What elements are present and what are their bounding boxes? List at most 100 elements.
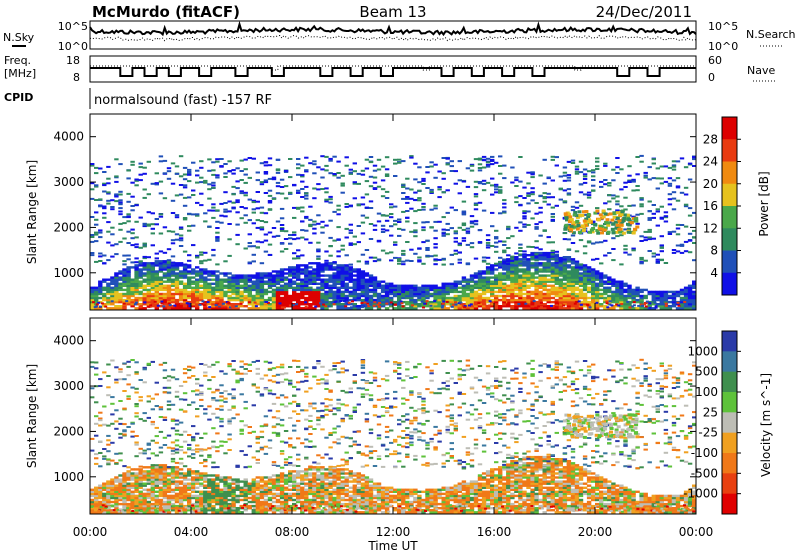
power-cell <box>554 282 559 285</box>
power-cell <box>538 195 543 198</box>
power-cell <box>332 173 337 175</box>
power-cell <box>562 270 568 273</box>
power-cell <box>332 298 337 302</box>
power-cell <box>114 278 119 281</box>
power-cell <box>546 305 551 308</box>
power-cell <box>433 246 438 249</box>
power-cell <box>530 246 535 248</box>
power-cell <box>231 284 236 287</box>
power-cell <box>182 217 188 219</box>
power-cell <box>288 303 293 306</box>
power-cell <box>251 305 256 308</box>
velocity-cell <box>114 378 119 381</box>
velocity-cell <box>98 465 103 468</box>
power-cell <box>304 268 309 271</box>
power-cell <box>522 307 527 310</box>
power-cell <box>356 270 361 273</box>
power-cell <box>421 305 426 308</box>
power-cell <box>397 301 401 304</box>
power-cell <box>110 206 115 208</box>
power-cell <box>191 280 196 283</box>
power-cell <box>106 199 111 202</box>
power-cell <box>271 282 277 285</box>
power-cell <box>570 242 576 244</box>
power-cell <box>304 264 309 267</box>
power-cell <box>147 305 151 308</box>
power-cell <box>102 171 107 173</box>
power-cell <box>578 191 584 194</box>
power-cell <box>421 290 426 294</box>
power-cell <box>490 280 495 283</box>
power-cell <box>328 286 333 289</box>
power-cell <box>308 225 313 228</box>
power-cell <box>477 181 483 183</box>
power-cell <box>565 218 569 222</box>
power-cell <box>417 197 422 200</box>
power-cell <box>125 300 129 303</box>
power-cell <box>94 305 98 308</box>
power-cell <box>655 253 660 256</box>
power-cell <box>336 303 341 306</box>
power-cell <box>158 192 164 195</box>
power-cell <box>550 270 555 273</box>
velocity-cell <box>110 509 115 512</box>
power-cell <box>473 284 479 287</box>
power-cell <box>619 286 624 289</box>
velocity-cell <box>98 385 103 387</box>
power-cell <box>94 185 99 188</box>
power-cell <box>389 259 394 262</box>
freq-tick-bottom: 8 <box>73 71 80 84</box>
power-cell <box>356 292 361 296</box>
power-cell <box>558 266 563 269</box>
power-cell <box>667 166 673 169</box>
power-cell <box>352 288 357 292</box>
power-cell <box>405 201 410 204</box>
velocity-cell <box>199 448 204 451</box>
power-cell <box>102 292 107 296</box>
power-cell <box>263 280 269 283</box>
power-cell <box>481 189 487 192</box>
power-cell <box>498 280 503 283</box>
power-cell <box>692 294 696 298</box>
power-cell <box>352 170 357 173</box>
velocity-cell <box>106 488 111 491</box>
velocity-cell <box>118 488 123 491</box>
power-cell <box>336 272 341 275</box>
power-cell <box>118 276 123 279</box>
velocity-cell <box>191 439 196 442</box>
power-cell <box>510 235 515 238</box>
power-cell <box>506 225 511 228</box>
power-cell <box>316 278 321 281</box>
power-cell <box>218 305 222 308</box>
velocity-cell <box>158 498 164 502</box>
power-cell <box>457 258 462 261</box>
power-cell <box>409 197 414 200</box>
power-cell <box>582 284 588 287</box>
power-cell <box>247 307 252 310</box>
power-cell <box>203 305 208 308</box>
power-cell <box>425 171 430 174</box>
power-cell <box>651 212 656 215</box>
velocity-cell <box>154 393 159 396</box>
power-cell <box>692 282 696 285</box>
power-cell <box>465 292 471 296</box>
power-cell <box>158 305 164 308</box>
power-cell <box>118 199 123 202</box>
power-cell <box>126 282 131 285</box>
power-cell <box>195 169 200 172</box>
power-cell <box>223 202 228 204</box>
power-cell <box>142 242 147 245</box>
power-cell <box>461 292 467 296</box>
power-cell <box>562 276 568 279</box>
power-cell <box>599 280 604 283</box>
power-cell <box>542 284 547 287</box>
power-cell <box>393 303 397 306</box>
power-cell <box>687 303 693 306</box>
power-cell <box>506 290 511 294</box>
power-cell <box>635 292 640 296</box>
velocity-cell <box>182 451 188 454</box>
power-cell <box>118 210 123 213</box>
velocity-cell <box>191 478 196 481</box>
power-cell <box>106 191 111 194</box>
power-cell <box>320 274 325 277</box>
